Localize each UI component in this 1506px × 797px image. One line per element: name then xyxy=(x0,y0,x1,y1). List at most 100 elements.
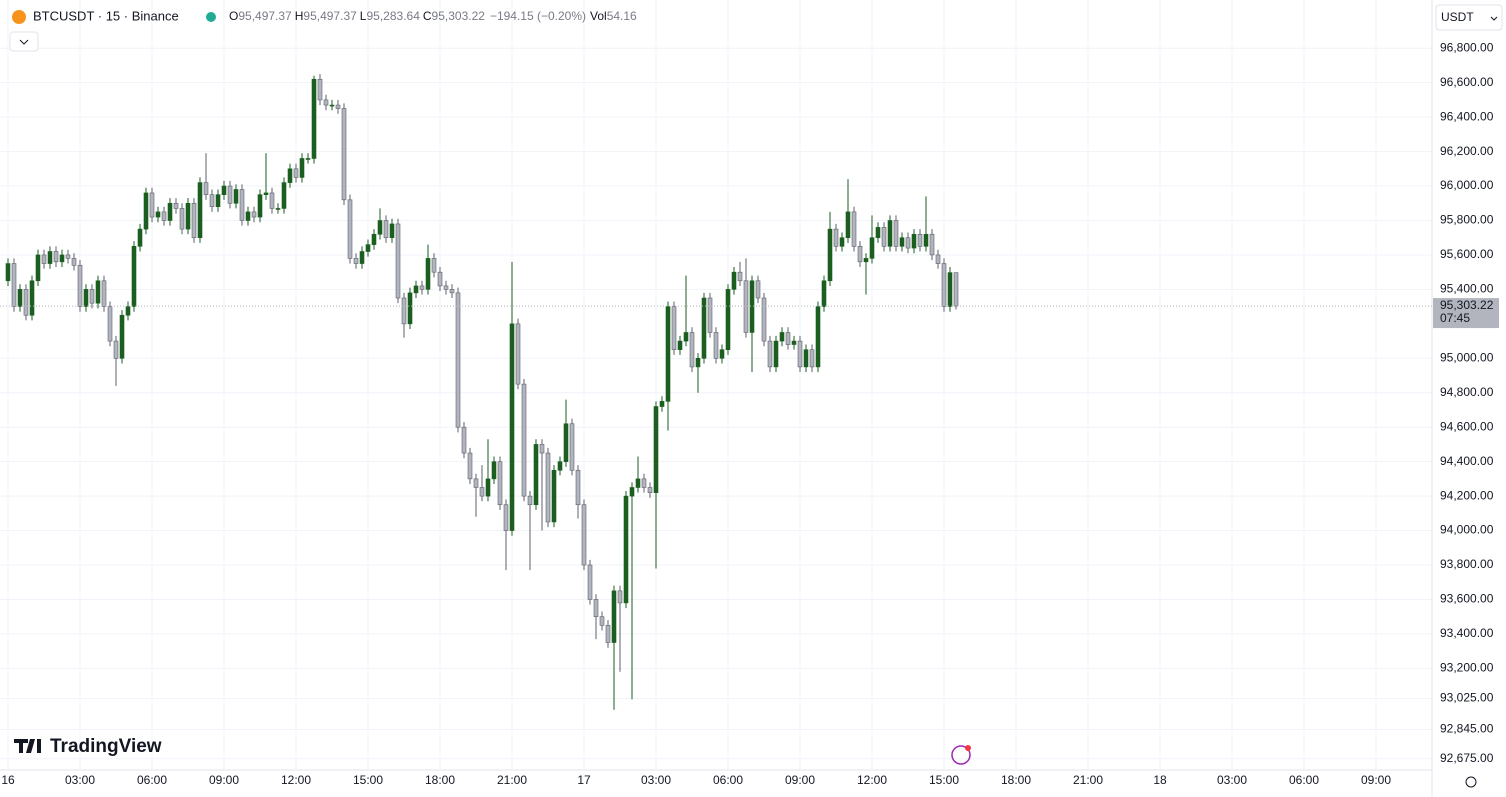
collapse-button[interactable] xyxy=(9,31,39,52)
candle-body xyxy=(869,237,875,259)
candle-body xyxy=(563,423,569,462)
candle-body xyxy=(947,272,953,307)
candle-body xyxy=(731,271,737,290)
x-tick-label: 06:00 xyxy=(713,773,743,787)
candle-body xyxy=(719,349,725,359)
candle-body xyxy=(263,192,269,195)
candle-body xyxy=(107,306,113,342)
candle-body xyxy=(311,78,317,159)
candle-body xyxy=(671,306,677,350)
ohlc-value: 95,497.37 xyxy=(238,9,292,23)
x-tick-label: 09:00 xyxy=(1361,773,1391,787)
candle-body xyxy=(887,220,893,247)
brand: TradingView xyxy=(50,736,162,757)
currency-select[interactable] xyxy=(1435,4,1503,31)
x-tick-label: 09:00 xyxy=(785,773,815,787)
candle-body xyxy=(329,104,335,107)
candle-body xyxy=(155,211,161,218)
market-status xyxy=(206,12,216,22)
candle-body xyxy=(875,227,881,239)
candle-body xyxy=(857,246,863,263)
candle-body xyxy=(359,251,365,264)
candle-body xyxy=(593,599,599,617)
candle-body xyxy=(83,289,89,307)
candle-body xyxy=(851,211,857,247)
candle-body xyxy=(845,211,851,239)
candle-body xyxy=(929,233,935,256)
y-tick-label: 95,600.00 xyxy=(1440,247,1494,261)
y-tick-label: 93,025.00 xyxy=(1440,691,1494,705)
x-tick-label: 18 xyxy=(1153,773,1167,787)
candle-body xyxy=(725,289,731,350)
candle-body xyxy=(257,194,263,218)
y-tick-label: 96,800.00 xyxy=(1440,40,1494,54)
candle-body xyxy=(743,280,749,333)
candle-body xyxy=(353,258,359,264)
candle-body xyxy=(269,192,275,209)
alert-icon[interactable] xyxy=(951,745,971,765)
chevron xyxy=(1490,16,1498,21)
candle-body xyxy=(305,158,311,160)
candle-body xyxy=(239,189,245,221)
y-tick-label: 93,400.00 xyxy=(1440,626,1494,640)
candle-body xyxy=(713,332,719,359)
x-tick-label: 12:00 xyxy=(281,773,311,787)
candle-body xyxy=(773,340,779,368)
candle-body xyxy=(77,264,83,307)
x-tick-label: 06:00 xyxy=(137,773,167,787)
symbol-icon xyxy=(12,10,26,24)
candle-body xyxy=(335,104,341,109)
candle-body xyxy=(167,202,173,221)
candle-body xyxy=(461,426,467,454)
candle-body xyxy=(617,590,623,604)
candle-body xyxy=(233,189,239,204)
candle-body xyxy=(143,192,149,230)
candle-body xyxy=(497,461,503,506)
candle-body xyxy=(161,211,167,221)
symbol: BTCUSDT · 15 · Binance xyxy=(33,8,179,23)
x-tick-label: 12:00 xyxy=(857,773,887,787)
ohlc-key: L xyxy=(360,9,367,23)
candle-body xyxy=(815,306,821,368)
candle-body xyxy=(683,332,689,342)
candle-body xyxy=(467,452,473,480)
y-tick-label: 94,800.00 xyxy=(1440,385,1494,399)
candle-body xyxy=(377,220,383,235)
candle-body xyxy=(251,211,257,218)
y-tick-label: 94,600.00 xyxy=(1440,419,1494,433)
candle-body xyxy=(227,185,233,204)
candle-body xyxy=(347,199,353,259)
candle-body xyxy=(635,478,641,488)
candle-body xyxy=(809,349,815,368)
x-tick-label: 03:00 xyxy=(641,773,671,787)
candle-body xyxy=(881,227,887,247)
candle-body xyxy=(281,182,287,209)
ohlc-key: H xyxy=(295,9,304,23)
candle-body xyxy=(101,280,107,307)
candle-body xyxy=(173,202,179,209)
alert-dot xyxy=(965,745,971,751)
settings-icon[interactable] xyxy=(1465,776,1477,788)
y-tick-label: 96,600.00 xyxy=(1440,75,1494,89)
candle-body xyxy=(443,285,449,290)
candle-body xyxy=(539,444,545,454)
candle-body xyxy=(689,332,695,368)
candle-body xyxy=(605,625,611,643)
change: −194.15 (−0.20%) xyxy=(490,9,586,23)
candle-body xyxy=(755,280,761,299)
candle-body xyxy=(653,406,659,493)
candle-body xyxy=(953,272,959,307)
candle-body xyxy=(905,237,911,249)
candle-body xyxy=(779,332,785,342)
candle-body xyxy=(455,292,461,428)
candle-body xyxy=(509,323,515,531)
candle-body xyxy=(641,478,647,488)
candle-body xyxy=(47,251,53,264)
y-tick-label: 92,845.00 xyxy=(1440,722,1494,736)
candle-body xyxy=(665,306,671,402)
candle-body xyxy=(629,487,635,497)
candle-body xyxy=(599,616,605,626)
candle-body xyxy=(587,564,593,600)
